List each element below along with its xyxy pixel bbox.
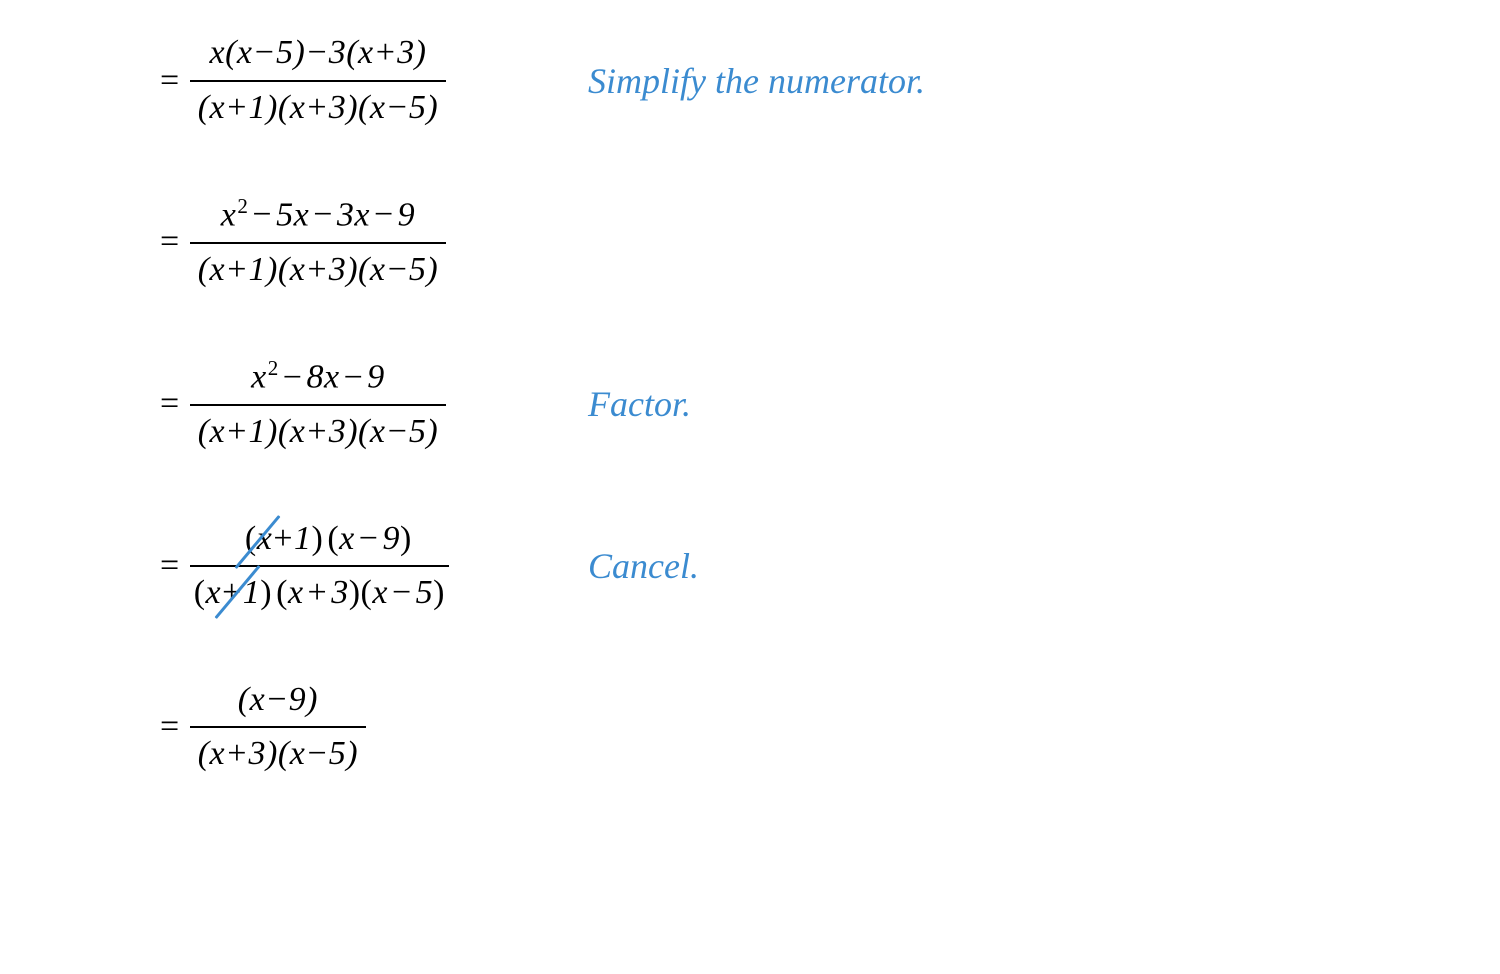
fraction-bar	[190, 80, 447, 82]
equals-sign: =	[160, 547, 180, 585]
equation-3: = x2−8x−9 (x+1)(x+3)(x−5)	[160, 353, 580, 455]
fraction-bar	[190, 404, 447, 406]
step-2: = x2−5x−3x−9 (x+1)(x+3)(x−5)	[160, 191, 1500, 293]
numerator-5: (x−9)	[230, 677, 326, 724]
denominator-2: (x+1)(x+3)(x−5)	[190, 247, 447, 294]
fraction-3: x2−8x−9 (x+1)(x+3)(x−5)	[190, 353, 447, 455]
equals-sign: =	[160, 223, 180, 261]
annotation-3: Factor.	[588, 383, 691, 425]
annotation-4: Cancel.	[588, 545, 699, 587]
denominator-4: (x+1)(x+3)(x−5)	[190, 570, 449, 617]
fraction-1: x(x−5)−3(x+3) (x+1)(x+3)(x−5)	[190, 30, 447, 131]
numerator-1: x(x−5)−3(x+3)	[202, 30, 435, 77]
equation-1: = x(x−5)−3(x+3) (x+1)(x+3)(x−5)	[160, 30, 580, 131]
denominator-1: (x+1)(x+3)(x−5)	[190, 85, 447, 132]
numerator-3: x2−8x−9	[243, 353, 393, 401]
fraction-bar	[190, 726, 366, 728]
denominator-5: (x+3)(x−5)	[190, 731, 366, 778]
step-3: = x2−8x−9 (x+1)(x+3)(x−5) Factor.	[160, 353, 1500, 455]
equals-sign: =	[160, 62, 180, 100]
math-derivation: = x(x−5)−3(x+3) (x+1)(x+3)(x−5) Simplify…	[0, 0, 1500, 778]
step-4: = (x+1)(x−9) (x+1)(x+3)(x−5) Cancel.	[160, 516, 1500, 617]
equation-2: = x2−5x−3x−9 (x+1)(x+3)(x−5)	[160, 191, 580, 293]
fraction-5: (x−9) (x+3)(x−5)	[190, 677, 366, 778]
equation-4: = (x+1)(x−9) (x+1)(x+3)(x−5)	[160, 516, 580, 617]
fraction-4: (x+1)(x−9) (x+1)(x+3)(x−5)	[190, 516, 449, 617]
numerator-2: x2−5x−3x−9	[213, 191, 423, 239]
denominator-3: (x+1)(x+3)(x−5)	[190, 409, 447, 456]
step-5: = (x−9) (x+3)(x−5)	[160, 677, 1500, 778]
numerator-4: (x+1)(x−9)	[219, 516, 420, 563]
fraction-bar	[190, 565, 449, 567]
fraction-bar	[190, 242, 447, 244]
equation-5: = (x−9) (x+3)(x−5)	[160, 677, 580, 778]
fraction-2: x2−5x−3x−9 (x+1)(x+3)(x−5)	[190, 191, 447, 293]
annotation-1: Simplify the numerator.	[588, 60, 925, 102]
equals-sign: =	[160, 708, 180, 746]
step-1: = x(x−5)−3(x+3) (x+1)(x+3)(x−5) Simplify…	[160, 30, 1500, 131]
equals-sign: =	[160, 385, 180, 423]
